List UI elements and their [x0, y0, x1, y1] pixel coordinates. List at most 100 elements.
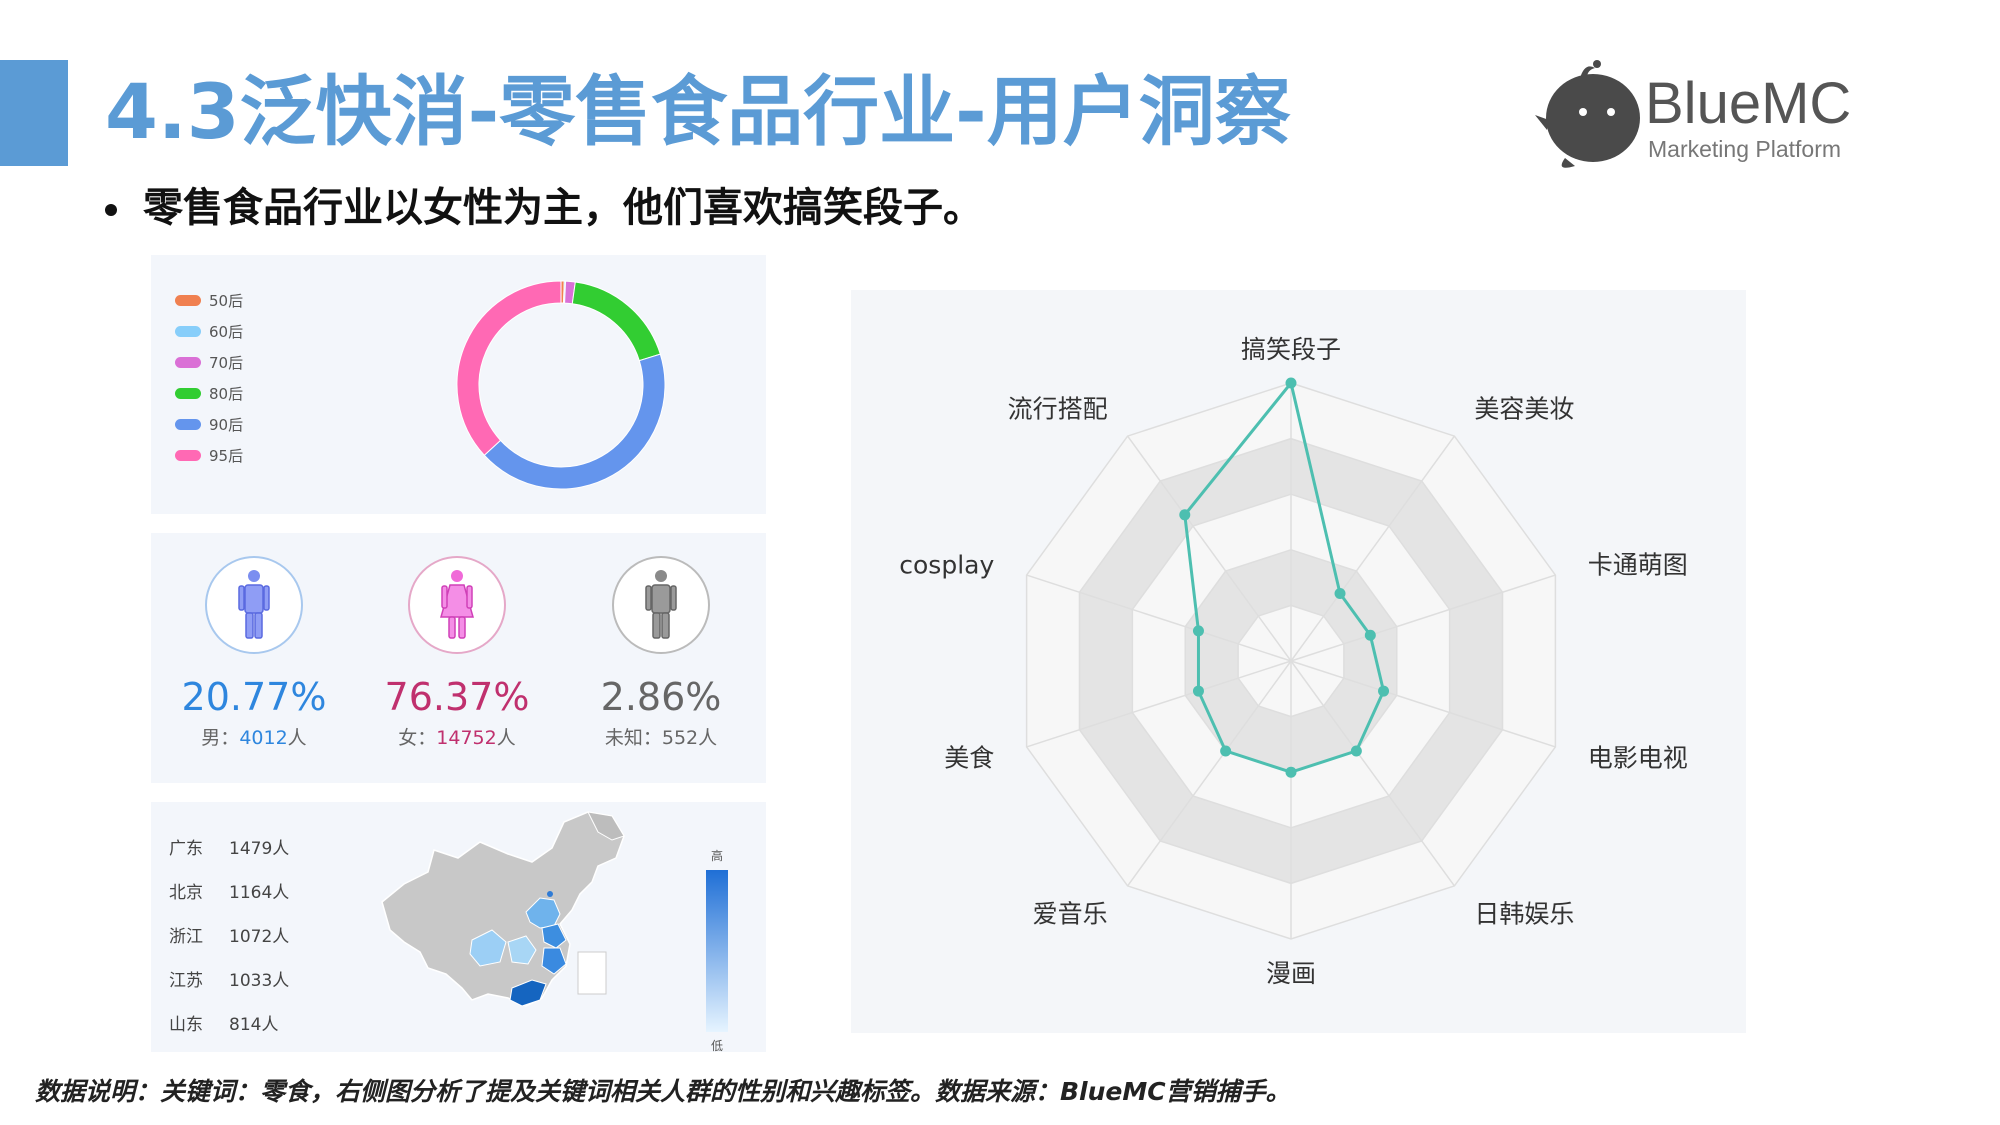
radar-axis-label: 卡通萌图	[1588, 551, 1688, 580]
region-value: 1072人	[229, 926, 290, 947]
gender-female: 76.37% 女：14752人	[357, 555, 557, 750]
female-icon	[407, 555, 507, 655]
radar-axis-label: 电影电视	[1588, 743, 1688, 772]
radar-axis-line	[1026, 660, 1292, 748]
gender-panel: 20.77% 男：4012人 76.37% 女：14752人	[151, 533, 766, 783]
china-heat-map: 高 低	[381, 811, 728, 1052]
south-sea-inset	[577, 951, 607, 995]
region-row: 山东 814人	[169, 1000, 289, 1044]
legend-label: 70后	[209, 354, 244, 372]
logo-name: BlueMC	[1645, 71, 1852, 136]
female-count: 女：14752人	[398, 727, 516, 749]
legend-label: 90后	[209, 416, 244, 434]
age-donut-chart	[456, 280, 666, 490]
age-distribution-panel: 50后 60后 70后 80后 90后 95后	[151, 255, 766, 514]
radar-axis-label: 爱音乐	[1033, 899, 1108, 928]
radar-point[interactable]	[1220, 745, 1232, 757]
legend-swatch	[175, 388, 201, 399]
heat-scale-bar	[706, 870, 728, 1032]
bluemc-logo: BlueMC Marketing Platform	[1535, 60, 1865, 175]
legend-label: 95后	[209, 447, 244, 465]
page-title: 4.3泛快消-零售食品行业-用户洞察	[105, 67, 1291, 156]
region-value: 1164人	[229, 882, 290, 903]
scale-low-label: 低	[711, 1039, 723, 1052]
region-row: 广东 1479人	[169, 824, 289, 868]
map-region-sichuan	[469, 929, 507, 967]
legend-item[interactable]: 50后	[175, 285, 243, 316]
legend-swatch	[175, 450, 201, 461]
radar-point[interactable]	[1179, 509, 1191, 521]
region-name: 广东	[169, 838, 203, 859]
legend-swatch	[175, 295, 201, 306]
interest-radar-panel: 搞笑段子 美容美妆 卡通萌图 电影电视 日韩娱乐 漫画 爱音乐 美食 cosplay 流行搭配	[851, 290, 1746, 1033]
radar-axis-line	[1290, 660, 1456, 887]
radar-point[interactable]	[1364, 629, 1376, 641]
radar-axis-label: cosplay	[899, 551, 994, 580]
donut-slice[interactable]	[483, 353, 666, 490]
bird-logo-icon	[1535, 60, 1640, 168]
male-icon	[204, 555, 304, 655]
map-region-jiangsu	[541, 923, 567, 949]
age-legend: 50后 60后 70后 80后 90后 95后	[175, 285, 243, 471]
logo-tagline: Marketing Platform	[1648, 136, 1842, 162]
gender-unknown: 2.86% 未知：552人	[561, 555, 761, 750]
legend-label: 60后	[209, 323, 244, 341]
map-region-beijing	[547, 891, 553, 897]
donut-slice[interactable]	[571, 281, 661, 362]
legend-item[interactable]: 60后	[175, 316, 243, 347]
legend-label: 80后	[209, 385, 244, 403]
map-region-guangdong	[509, 979, 547, 1007]
radar-axis-line	[1290, 435, 1456, 662]
radar-axis-label: 搞笑段子	[1241, 335, 1341, 364]
radar-point[interactable]	[1350, 745, 1362, 757]
map-region-hubei	[507, 935, 537, 965]
radar-axis-line	[1026, 574, 1292, 662]
region-value: 814人	[229, 1014, 279, 1035]
radar-axis-label: 日韩娱乐	[1474, 899, 1574, 928]
region-value: 1033人	[229, 970, 290, 991]
region-name: 山东	[169, 1014, 203, 1035]
radar-point[interactable]	[1192, 685, 1204, 697]
legend-item[interactable]: 70后	[175, 347, 243, 378]
radar-point[interactable]	[1334, 588, 1346, 600]
map-region-zhejiang	[541, 947, 567, 975]
radar-axis-label: 美食	[944, 743, 994, 772]
summary-bullet: 零售食品行业以女性为主，他们喜欢搞笑段子。	[105, 180, 983, 236]
region-name: 江苏	[169, 970, 203, 991]
title-accent-bar	[0, 60, 68, 166]
region-value: 1479人	[229, 838, 290, 859]
region-row: 浙江 1072人	[169, 912, 289, 956]
unknown-percent: 2.86%	[600, 675, 722, 719]
bullet-dot-icon	[105, 204, 117, 216]
region-row: 江苏 1033人	[169, 956, 289, 1000]
unknown-person-icon	[611, 555, 711, 655]
map-region-northeast	[587, 811, 625, 841]
legend-item[interactable]: 95后	[175, 440, 243, 471]
male-percent: 20.77%	[181, 675, 327, 719]
donut-slice[interactable]	[456, 280, 562, 456]
radar-point[interactable]	[1378, 685, 1390, 697]
radar-axis-line	[1126, 435, 1292, 662]
legend-item[interactable]: 90后	[175, 409, 243, 440]
region-panel: 广东 1479人北京 1164人浙江 1072人江苏 1033人山东 814人 高 低	[151, 802, 766, 1052]
region-name: 浙江	[169, 926, 203, 947]
radar-point[interactable]	[1285, 766, 1297, 778]
radar-axis-line	[1290, 574, 1556, 662]
unknown-count: 未知：552人	[604, 727, 718, 749]
legend-swatch	[175, 419, 201, 430]
radar-axis-label: 美容美妆	[1474, 395, 1574, 424]
region-name: 北京	[169, 882, 203, 903]
female-percent: 76.37%	[384, 675, 530, 719]
region-top-list: 广东 1479人北京 1164人浙江 1072人江苏 1033人山东 814人	[169, 824, 289, 1044]
legend-swatch	[175, 326, 201, 337]
radar-axis-line	[1126, 660, 1292, 887]
map-region-shandong	[525, 897, 561, 929]
scale-high-label: 高	[711, 848, 723, 863]
radar-point[interactable]	[1285, 377, 1297, 389]
gender-male: 20.77% 男：4012人	[154, 555, 354, 750]
legend-item[interactable]: 80后	[175, 378, 243, 409]
radar-point[interactable]	[1192, 625, 1204, 637]
radar-axis-label: 流行搭配	[1008, 395, 1108, 424]
summary-text: 零售食品行业以女性为主，他们喜欢搞笑段子。	[143, 185, 983, 231]
